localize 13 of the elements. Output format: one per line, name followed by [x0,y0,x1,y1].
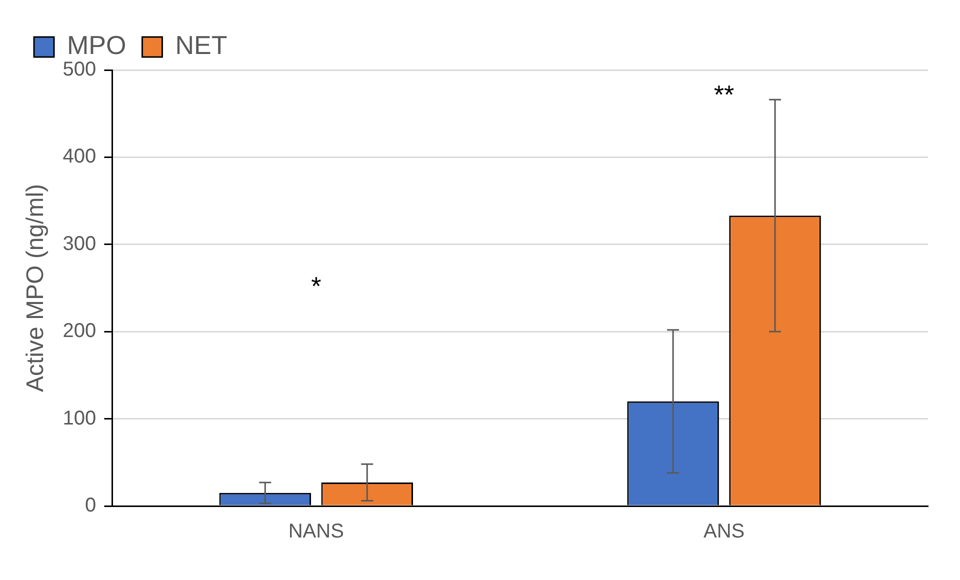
x-tick-label: ANS [703,520,745,543]
y-tick-label: 500 [62,58,96,81]
x-tick-label: NANS [288,520,344,543]
legend-label: MPO [67,30,126,60]
annotation: * [311,271,322,302]
y-tick-label: 0 [85,494,96,517]
y-axis-title: Active MPO (ng/ml) [22,184,50,392]
y-tick-label: 300 [62,232,96,255]
y-tick-label: 200 [62,320,96,342]
legend-label: NET [175,30,228,60]
annotation: ** [714,79,734,110]
y-tick-label: 100 [62,407,96,430]
y-tick-label: 400 [62,146,96,168]
